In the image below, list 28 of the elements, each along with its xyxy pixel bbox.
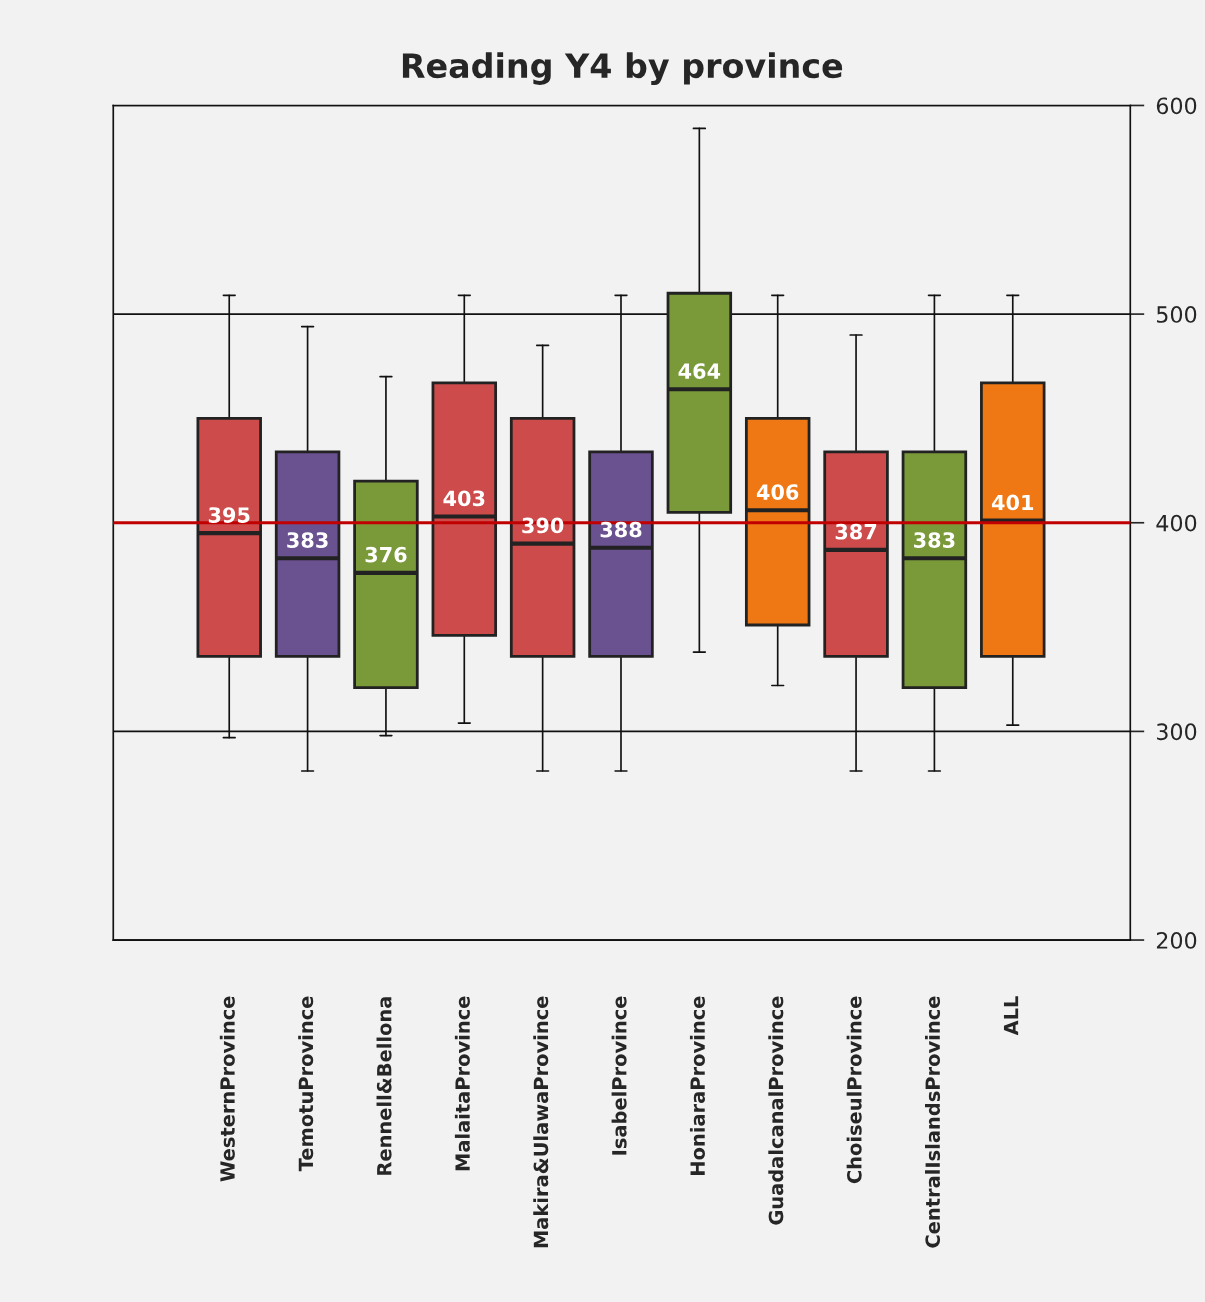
x-tick-label: MalaitaProvince	[454, 996, 470, 1171]
x-tick-label: HoniaraProvince	[689, 996, 705, 1175]
text: 388	[600, 521, 642, 538]
y-tick-label: 600	[1156, 97, 1197, 115]
x-tick-label: Rennell&Bellona	[376, 997, 392, 1175]
y-tick-label: 400	[1156, 514, 1197, 532]
x-tick-label: ChoiseulProvince	[846, 996, 862, 1184]
text: 401	[991, 494, 1034, 511]
y-tick-label: 300	[1156, 723, 1197, 741]
x-tick-label: TemotuProvince	[298, 996, 314, 1172]
x-tick-label: ALL	[1003, 996, 1019, 1036]
y-tick-label: 200	[1156, 931, 1197, 949]
text: 464	[678, 363, 721, 379]
x-tick-label: WesternProvince	[219, 996, 235, 1182]
text: 383	[914, 532, 955, 548]
x-tick-label: IsabelProvince	[611, 996, 627, 1155]
text: 395	[208, 507, 250, 523]
text: 390	[522, 517, 564, 534]
x-tick-label: GuadalcanalProvince	[768, 996, 784, 1225]
chart-title: Reading Y4 by province	[402, 52, 843, 85]
text: 376	[365, 546, 407, 563]
x-tick-label: Makira&UlawaProvince	[533, 996, 549, 1248]
text: 387	[835, 523, 877, 540]
y-tick-label: 500	[1157, 306, 1197, 323]
text: 383	[287, 532, 328, 548]
x-tick-label: CentralIslandsProvince	[925, 996, 941, 1248]
text: 406	[756, 484, 799, 500]
text: 403	[443, 490, 485, 507]
